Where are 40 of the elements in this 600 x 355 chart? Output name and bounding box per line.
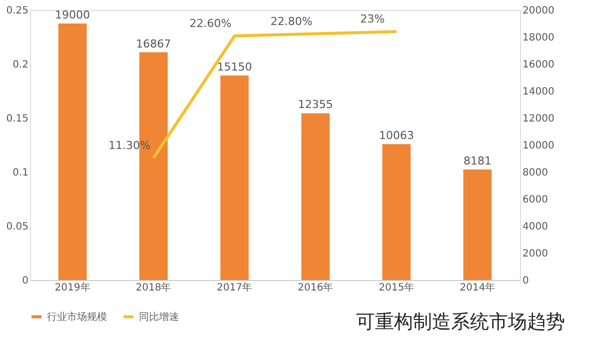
bar: [382, 144, 411, 280]
y2-tick-label: 16000: [522, 60, 554, 70]
data-label: 22.60%: [190, 16, 232, 30]
text: 可重构制造系统市场趋势: [356, 311, 565, 333]
data-label: 15150: [217, 60, 252, 74]
y2-tick-label: 10000: [522, 140, 554, 152]
y2-tick-label: 14000: [522, 86, 554, 98]
legend-label: 同比增速: [139, 310, 179, 323]
y2-tick-label: 2000: [522, 248, 548, 260]
data-label: 16867: [136, 37, 172, 50]
y-tick-label: 0.25: [6, 6, 28, 16]
data-label: 19000: [55, 8, 90, 22]
x-tick-label: 2014年: [460, 282, 496, 294]
y2-tick-label: 18000: [522, 32, 554, 44]
y2-tick-label: 4000: [522, 222, 548, 232]
bar: [463, 170, 492, 280]
legend-label: 行业市场规模: [47, 310, 107, 323]
y-tick-label: 0: [22, 276, 28, 286]
data-label: 22.80%: [270, 14, 312, 28]
y2-tick-label: 20000: [522, 6, 554, 16]
y-tick-label: 0.1: [12, 168, 28, 178]
data-label: 8181: [463, 154, 492, 168]
y2-tick-label: 6000: [522, 194, 548, 206]
x-tick-label: 2017年: [216, 282, 252, 294]
y-tick-label: 0.2: [12, 60, 28, 70]
x-tick-label: 2018年: [136, 282, 172, 294]
data-label: 10063: [378, 129, 414, 142]
y-tick-label: 0.15: [6, 114, 28, 124]
x-tick-label: 2019年: [54, 282, 90, 294]
y2-tick-label: 0: [522, 276, 529, 286]
bar: [58, 24, 87, 280]
y2-tick-label: 8000: [522, 168, 548, 178]
x-tick-label: 2015年: [378, 282, 414, 294]
y2-tick-label: 12000: [522, 114, 554, 124]
x-tick-label: 2016年: [298, 282, 334, 294]
y-tick-label: 0.05: [6, 222, 28, 232]
data-label: 23%: [360, 12, 385, 26]
bar: [301, 113, 330, 280]
data-label: 12355: [298, 98, 333, 112]
bar: [220, 75, 249, 280]
